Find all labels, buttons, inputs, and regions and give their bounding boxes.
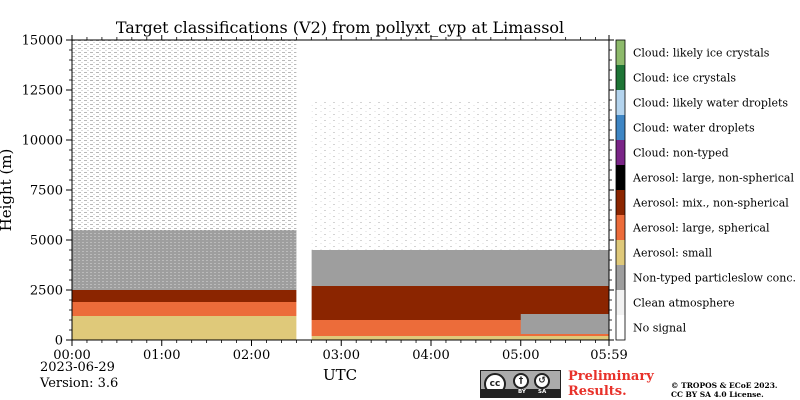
legend-swatch-aerosol-small [616, 240, 625, 265]
y-tick-label: 2500 [30, 284, 63, 299]
legend-swatch-cloud-non-typed [616, 140, 625, 165]
person-icon: † [513, 373, 529, 389]
y-axis-label: Height (m) [0, 149, 15, 232]
legend-label-cloud-likely-water-droplets: Cloud: likely water droplets [633, 97, 788, 110]
y-tick-label: 5000 [30, 234, 63, 249]
legend-swatch-clean-atmosphere [616, 290, 625, 315]
copyright-line-2: CC BY SA 4.0 License. [671, 390, 764, 399]
y-tick-label: 0 [55, 334, 63, 349]
legend-frame [615, 39, 626, 341]
legend-swatch-aerosol-large-spherical [616, 215, 625, 240]
legend-swatch-non-typed-particleslow-conc [616, 265, 625, 290]
layer-aerosol-large-spherical-2 [72, 302, 297, 316]
legend-label-cloud-likely-ice-crystals: Cloud: likely ice crystals [633, 47, 770, 60]
y-tick-label: 15000 [22, 34, 63, 49]
plot-area [71, 39, 610, 341]
y-tick-label: 12500 [22, 84, 63, 99]
y-tick-label: 10000 [22, 134, 63, 149]
layer-aerosol-small-0 [72, 316, 297, 340]
x-tick-label: 01:00 [143, 348, 180, 363]
preliminary-line-1: Preliminary [568, 369, 654, 384]
legend-label-cloud-non-typed: Cloud: non-typed [633, 147, 729, 160]
x-tick-label: 04:00 [412, 348, 449, 363]
legend-swatch-cloud-likely-ice-crystals [616, 40, 625, 65]
legend-label-no-signal: No signal [633, 322, 687, 335]
legend-label-cloud-ice-crystals: Cloud: ice crystals [633, 72, 736, 85]
version-label: Version: 3.6 [40, 376, 119, 391]
x-tick-label: 05:59 [590, 348, 627, 363]
x-tick-label: 02:00 [233, 348, 270, 363]
legend-label-aerosol-large-non-spherical: Aerosol: large, non-spherical [632, 172, 794, 185]
cc-badge-band: BY SA [481, 389, 560, 397]
legend-swatch-cloud-likely-water-droplets [616, 90, 625, 115]
layer-aerosol-small-1 [311, 336, 609, 340]
x-tick-label: 03:00 [323, 348, 360, 363]
legend-label-aerosol-small: Aerosol: small [632, 247, 712, 260]
cc-by-label: BY [518, 389, 526, 395]
chart-title: Target classifications (V2) from pollyxt… [116, 18, 564, 37]
layer-non-typed-particleslow-conc-8 [311, 250, 609, 286]
legend-label-aerosol-mix-non-spherical: Aerosol: mix., non-spherical [632, 197, 789, 210]
copyright-notice: © TROPOS & ECoE 2023. CC BY SA 4.0 Licen… [671, 381, 778, 399]
dense-signal-texture [72, 230, 297, 290]
x-axis-label: UTC [323, 366, 357, 384]
legend-label-aerosol-large-spherical: Aerosol: large, spherical [632, 222, 770, 235]
cc-license-badge: cc † ↺ BY SA [480, 370, 561, 398]
x-axis: 00:00 01:00 02:00 03:00 04:00 05:00 05:59 [53, 35, 628, 363]
legend-label-cloud-water-droplets: Cloud: water droplets [633, 122, 755, 135]
legend-swatch-aerosol-mix-non-spherical [616, 190, 625, 215]
legend-swatch-no-signal [616, 315, 625, 340]
legend: No signal Clean atmosphere Non-typed parti… [615, 39, 796, 341]
cc-sa-label: SA [538, 389, 547, 395]
legend-label-clean-atmosphere: Clean atmosphere [633, 297, 735, 310]
legend-swatch-aerosol-large-non-spherical [616, 165, 625, 190]
preliminary-notice: Preliminary Results. [568, 369, 654, 399]
y-axis: 0 2500 5000 7500 10000 12500 15000 [22, 34, 614, 349]
legend-swatch-cloud-ice-crystals [616, 65, 625, 90]
preliminary-line-2: Results. [568, 384, 627, 399]
x-tick-label: 00:00 [53, 348, 90, 363]
legend-label-non-typed-particleslow-conc: Non-typed particleslow conc. [633, 272, 796, 285]
sparse-signal-texture [311, 100, 609, 250]
layer-aerosol-mix-non-spherical-4 [72, 290, 297, 302]
layer-non-typed-particleslow-conc-6 [520, 314, 609, 334]
classification-layers [72, 40, 609, 340]
x-tick-label: 05:00 [502, 348, 539, 363]
legend-swatch-cloud-water-droplets [616, 115, 625, 140]
y-tick-label: 7500 [30, 184, 63, 199]
copyright-line-1: © TROPOS & ECoE 2023. [671, 381, 778, 390]
date-label: 2023-06-29 [40, 360, 115, 375]
share-alike-icon: ↺ [534, 373, 550, 389]
layer-clean-atmosphere-9 [72, 40, 297, 230]
